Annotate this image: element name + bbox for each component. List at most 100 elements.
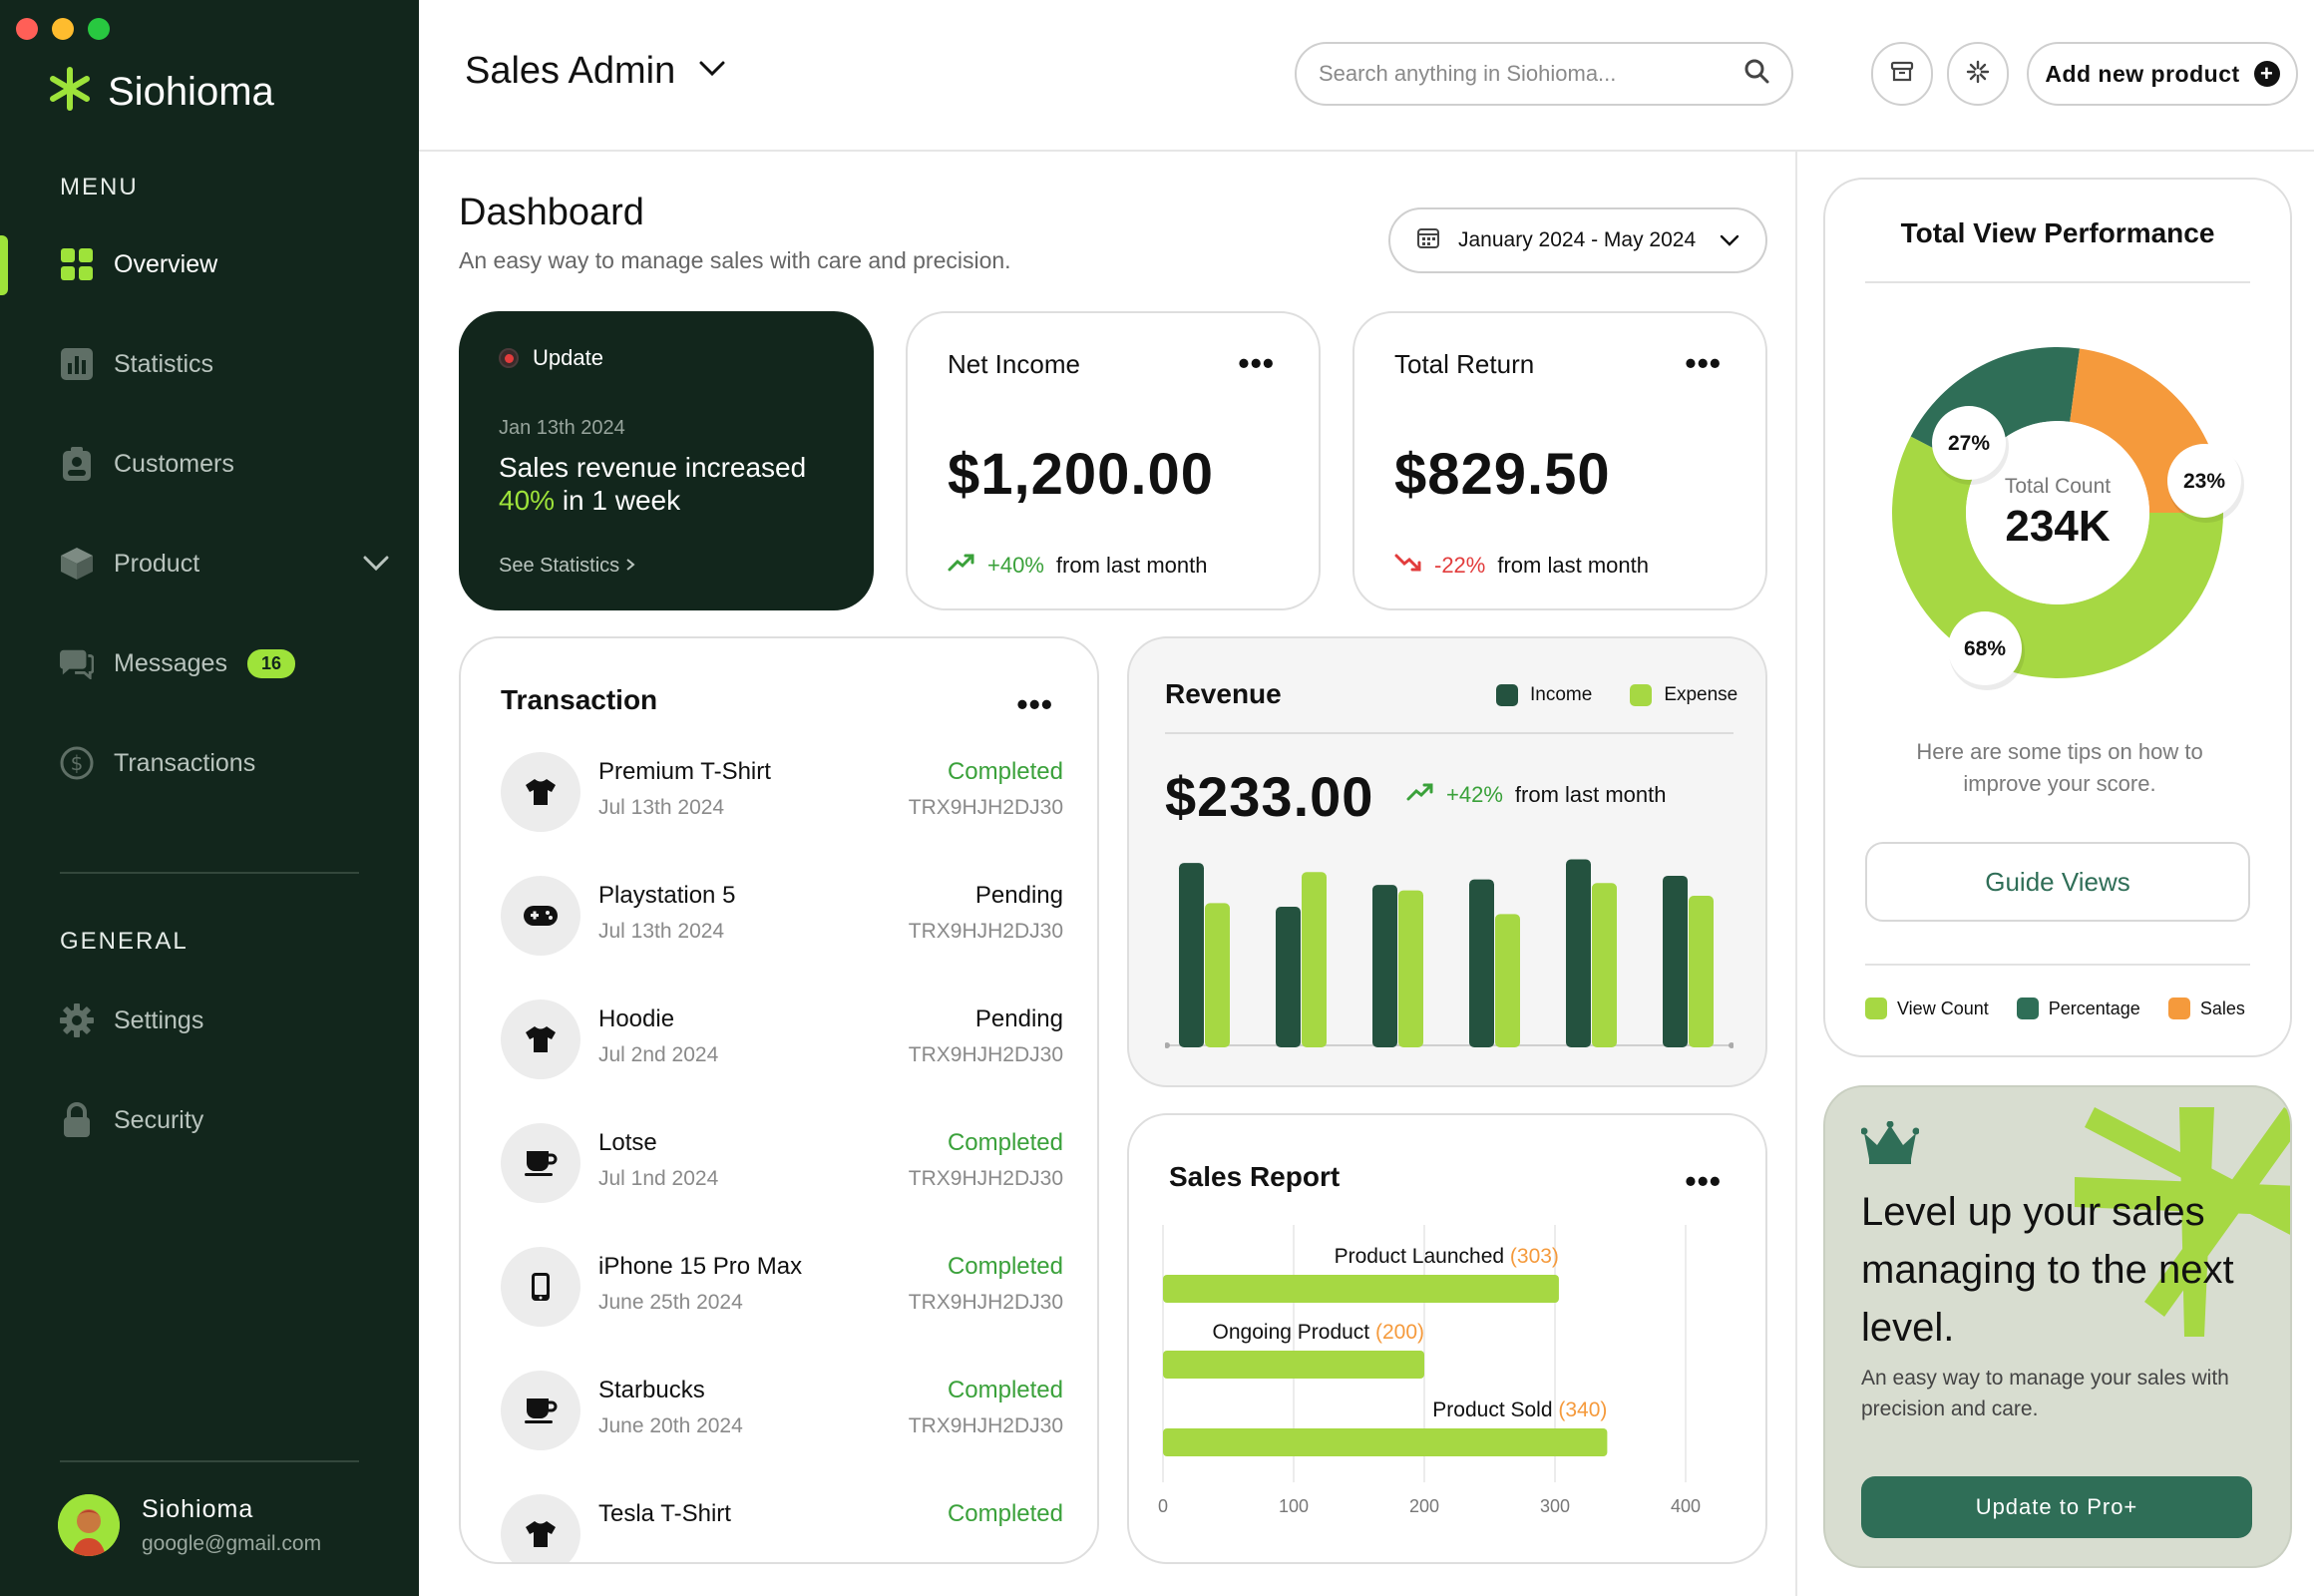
bar-ongoing-product (1163, 1351, 1424, 1379)
brand[interactable]: Siohioma (48, 64, 274, 120)
total-return-value: $829.50 (1394, 442, 1611, 507)
dollar-circle-icon: $ (60, 746, 94, 780)
trend-down-icon (1394, 553, 1422, 579)
see-statistics-link[interactable]: See Statistics (499, 555, 635, 578)
income-swatch (1496, 684, 1518, 706)
sidebar-item-product[interactable]: Product (60, 547, 389, 581)
promo-description: An easy way to manage your sales with pr… (1861, 1367, 2229, 1420)
promo-title: Level up your sales managing to the next… (1861, 1190, 2234, 1350)
crown-icon (1860, 1120, 1920, 1170)
more-options-icon[interactable]: ••• (1016, 686, 1053, 722)
trend-change: +42% (1446, 782, 1503, 807)
sidebar-item-settings[interactable]: Settings (60, 1003, 389, 1037)
bar-label: Ongoing Product (200) (1213, 1321, 1424, 1344)
maximize-window-button[interactable] (88, 18, 110, 40)
update-date: Jan 13th 2024 (499, 417, 625, 439)
tshirt-icon (501, 999, 580, 1079)
transaction-row[interactable]: Premium T-Shirt Jul 13th 2024 Completed TRX… (501, 750, 1063, 836)
user-profile[interactable]: Siohioma google@gmail.com (58, 1494, 321, 1556)
transaction-id: TRX9HJH2DJ30 (908, 1167, 1063, 1190)
date-range-picker[interactable]: January 2024 - May 2024 (1388, 207, 1767, 273)
slice-label: 23% (2183, 470, 2225, 493)
starburst-decoration-icon (2075, 1107, 2290, 1337)
bar-chart-icon (60, 347, 94, 381)
transaction-name: Premium T-Shirt (598, 758, 771, 785)
slice-label: 27% (1948, 432, 1990, 455)
transaction-date: June 25th 2024 (598, 1291, 743, 1314)
tips-text: Here are some tips on how to improve you… (1916, 739, 2203, 796)
trend-row: +42% from last month (1406, 782, 1667, 808)
legend-item-percentage: Percentage (2016, 998, 2140, 1019)
trend-change: -22% (1434, 553, 1486, 578)
sidebar-item-label: Security (114, 1105, 204, 1134)
guide-views-button[interactable]: Guide Views (1865, 842, 2250, 922)
snowflake-icon (1966, 60, 1990, 89)
more-options-icon[interactable]: ••• (1685, 1163, 1722, 1199)
sales-report-chart: 0 100 200 300 400 Product Launched (303) Ongoi… (1158, 1225, 1701, 1516)
axis-end-dot (1729, 1042, 1734, 1048)
bar-label: Product Sold (340) (1432, 1398, 1607, 1421)
chevron-down-icon (1720, 228, 1739, 252)
transaction-row[interactable]: Starbucks June 20th 2024 Completed TRX9HJH2… (501, 1369, 1063, 1454)
transaction-row[interactable]: Hoodie Jul 2nd 2024 Pending TRX9HJH2DJ30 (501, 998, 1063, 1083)
sidebar-item-customers[interactable]: Customers (60, 447, 389, 481)
slice-label-bubble (1948, 611, 2022, 685)
transaction-name: Hoodie (598, 1005, 675, 1032)
transaction-name: Lotse (598, 1129, 657, 1156)
divider (60, 1460, 359, 1462)
card-title: Sales Report (1169, 1161, 1341, 1192)
close-window-button[interactable] (16, 18, 38, 40)
search-icon[interactable] (1743, 58, 1769, 90)
alert-dot-icon (499, 348, 519, 368)
profile-email: google@gmail.com (142, 1531, 322, 1555)
bar-income (1469, 879, 1494, 1047)
sidebar-item-transactions[interactable]: $ Transactions (60, 746, 389, 780)
transaction-row[interactable]: Tesla T-Shirt Completed (501, 1492, 1063, 1562)
phone-icon (501, 1247, 580, 1327)
tshirt-icon (501, 752, 580, 832)
active-indicator (0, 235, 8, 295)
archive-button[interactable] (1871, 42, 1933, 106)
center-label: Total Count (2005, 475, 2111, 498)
transaction-row[interactable]: Lotse Jul 1nd 2024 Completed TRX9HJH2DJ30 (501, 1121, 1063, 1207)
update-to-pro-button[interactable]: Update to Pro+ (1861, 1476, 2252, 1538)
transaction-row[interactable]: Playstation 5 Jul 13th 2024 Pending TRX9HJH… (501, 874, 1063, 960)
sidebar-item-overview[interactable]: Overview (60, 247, 389, 281)
workspace-switcher[interactable]: Sales Admin (465, 50, 725, 93)
sidebar-item-messages[interactable]: Messages 16 (60, 646, 389, 680)
bar-expense (1592, 883, 1617, 1047)
x-tick-label: 100 (1279, 1496, 1309, 1516)
minimize-window-button[interactable] (52, 18, 74, 40)
trend-row: +40% from last month (948, 553, 1208, 579)
avatar (58, 1494, 120, 1556)
transaction-status: Completed (947, 758, 1063, 785)
x-tick-label: 0 (1158, 1496, 1168, 1516)
card-label: Net Income (948, 349, 1080, 379)
slice-label: 68% (1964, 637, 2006, 660)
more-options-icon[interactable]: ••• (1685, 345, 1722, 381)
bar-income (1179, 863, 1204, 1047)
gear-icon (60, 1003, 94, 1037)
transaction-status: Completed (947, 1129, 1063, 1156)
integrations-button[interactable] (1947, 42, 2009, 106)
sidebar-item-security[interactable]: Security (60, 1102, 389, 1137)
percentage-swatch (2016, 998, 2039, 1019)
more-options-icon[interactable]: ••• (1238, 345, 1275, 381)
transaction-status: Completed (947, 1377, 1063, 1403)
transaction-id: TRX9HJH2DJ30 (908, 1291, 1063, 1314)
chart-legend: View Count Percentage Sales (1865, 998, 2245, 1019)
search-input[interactable]: Search anything in Siohioma... (1295, 42, 1793, 106)
x-tick-label: 200 (1409, 1496, 1439, 1516)
trend-suffix: from last month (1055, 553, 1208, 578)
chevron-down-icon[interactable] (363, 550, 389, 579)
add-new-product-button[interactable]: Add new product + (2027, 42, 2298, 106)
lock-icon (60, 1102, 94, 1137)
sidebar-item-statistics[interactable]: Statistics (60, 347, 389, 381)
transaction-row[interactable]: iPhone 15 Pro Max June 25th 2024 Completed… (501, 1245, 1063, 1331)
headline-highlight: 40% (499, 485, 556, 516)
add-button-label: Add new product (2045, 60, 2240, 87)
customers-icon (60, 447, 94, 481)
chat-bubble-icon (60, 646, 94, 680)
sidebar-item-label: Customers (114, 449, 234, 478)
legend-label: Sales (2199, 998, 2245, 1018)
